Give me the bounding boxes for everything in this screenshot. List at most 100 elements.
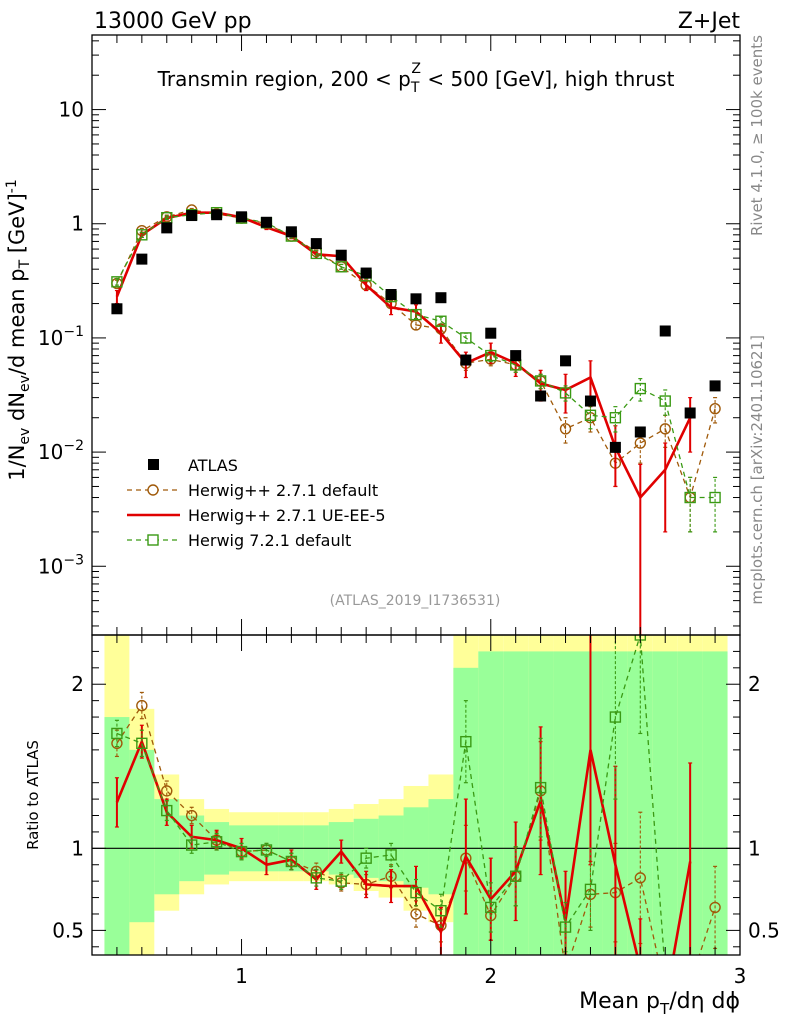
atlas-data-point xyxy=(136,253,148,265)
y-tick-label: 10−1 xyxy=(38,324,84,350)
data-point-square xyxy=(460,735,472,748)
atlas-data-point xyxy=(360,267,372,279)
data-point-square xyxy=(235,845,248,858)
data-point-circle xyxy=(634,437,647,449)
x-tick-label: 2 xyxy=(484,964,497,988)
data-point-circle xyxy=(634,872,647,884)
data-point-square xyxy=(111,727,123,740)
ratio-plot-marks xyxy=(111,635,721,988)
atlas-data-point xyxy=(186,210,198,222)
atlas-data-point xyxy=(435,292,447,304)
legend-label: ATLAS xyxy=(188,456,238,475)
data-point-circle xyxy=(559,423,572,435)
data-point-square xyxy=(410,886,422,899)
atlas-data-point xyxy=(335,249,347,261)
data-point-square xyxy=(210,836,223,848)
band-inner xyxy=(652,651,678,955)
data-point-circle xyxy=(685,978,695,988)
data-point-square xyxy=(136,229,148,241)
x-tick-label: 3 xyxy=(734,964,747,988)
data-point-circle xyxy=(659,423,671,435)
atlas-data-point xyxy=(211,209,223,221)
data-point-square xyxy=(310,872,323,884)
series-line-line-solid xyxy=(115,738,692,955)
atlas-data-point xyxy=(285,226,297,238)
atlas-data-point xyxy=(236,211,248,223)
x-tick-label: 1 xyxy=(235,964,248,988)
atlas-data-point xyxy=(460,354,472,366)
atlas-data-point xyxy=(535,390,547,402)
data-point-square xyxy=(509,870,522,882)
data-point-square xyxy=(534,781,547,794)
atlas-data-point xyxy=(260,216,272,228)
atlas-data-point xyxy=(485,327,497,339)
mcplots-label: mcplots.cern.ch [arXiv:2401.10621] xyxy=(748,335,766,605)
data-point-circle xyxy=(561,966,571,976)
series-line-square-dashed xyxy=(116,635,665,955)
data-point-square xyxy=(460,332,472,344)
legend-label: Herwig 7.2.1 default xyxy=(188,531,351,550)
data-point-square xyxy=(335,875,347,887)
y-tick-label: 10−3 xyxy=(38,552,84,578)
atlas-data-point xyxy=(709,380,721,392)
data-point-square xyxy=(634,382,647,395)
y-tick-label: 10 xyxy=(59,98,84,122)
data-point-square xyxy=(559,387,572,399)
data-point-square xyxy=(435,315,447,327)
atlas-data-point xyxy=(310,238,322,250)
data-point-square xyxy=(609,412,622,424)
atlas-data-point xyxy=(659,325,671,337)
atlas-data-point xyxy=(161,222,173,234)
legend-marker-atlas xyxy=(148,459,159,470)
legend-label: Herwig++ 2.7.1 default xyxy=(188,481,378,500)
main-plot-marks xyxy=(111,204,721,635)
header-right: Z+Jet xyxy=(678,9,741,34)
y-tick-label: 1 xyxy=(71,212,84,236)
atlas-data-point xyxy=(410,293,422,305)
rivet-version-label: Rivet 4.1.0, ≥ 100k events xyxy=(748,35,766,236)
atlas-data-point xyxy=(560,355,572,367)
data-point-square xyxy=(335,261,347,273)
atlas-data-point xyxy=(584,395,596,407)
data-point-square xyxy=(559,921,572,933)
data-point-square xyxy=(136,737,148,750)
atlas-data-point xyxy=(609,441,621,453)
data-point-square xyxy=(685,978,695,988)
ratio-y-tick-label: 2 xyxy=(71,672,84,696)
data-point-square xyxy=(435,904,447,917)
data-point-square xyxy=(584,883,597,896)
data-point-square xyxy=(659,395,671,407)
data-point-square xyxy=(584,409,597,422)
data-point-square xyxy=(534,375,547,387)
series-line-square-dashed xyxy=(116,212,716,499)
band-inner xyxy=(428,799,454,895)
legend: ATLAS Herwig++ 2.7.1 default Herwig++ 2.7.… xyxy=(127,456,386,550)
atlas-data-point xyxy=(684,407,696,419)
analysis-reference: (ATLAS_2019_I1736531) xyxy=(330,593,501,609)
main-ylabel: 1/Nev dNev/d mean pT [GeV]-1 xyxy=(4,179,33,480)
data-point-circle xyxy=(161,785,173,797)
data-point-square xyxy=(185,839,198,851)
data-point-square xyxy=(111,276,123,288)
ratio-y-tick-label: 1 xyxy=(71,836,84,860)
atlas-data-point xyxy=(111,303,123,315)
data-point-square xyxy=(709,491,721,504)
data-point-circle xyxy=(410,908,422,920)
ratio-y-tick-label-right: 0.5 xyxy=(748,918,780,942)
data-point-square xyxy=(161,804,173,817)
y-tick-label: 10−2 xyxy=(38,438,84,464)
data-point-square xyxy=(285,855,298,868)
data-point-square xyxy=(360,852,372,864)
legend-marker-circle xyxy=(147,484,159,496)
series-line-circle-dashed xyxy=(116,209,716,500)
atlas-data-point xyxy=(510,350,522,362)
data-point-square xyxy=(485,901,497,914)
data-point-square xyxy=(410,308,422,321)
axes: 10 1 10−1 10−2 10−3 2 2 1 1 0.5 0.5 1 2 3 xyxy=(38,35,780,988)
data-point-square xyxy=(609,711,622,723)
data-point-square xyxy=(260,844,273,856)
data-point-square xyxy=(485,349,497,362)
band-inner xyxy=(702,651,728,955)
legend-marker-square xyxy=(147,534,159,546)
